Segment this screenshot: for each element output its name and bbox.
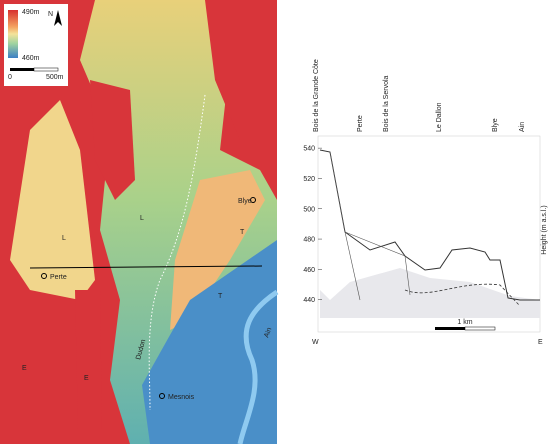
y-tick-label: 440 — [303, 297, 315, 304]
scale-bar — [33, 67, 59, 72]
km-bar — [435, 327, 465, 330]
map-label: Perte — [50, 274, 67, 281]
map-label: T — [240, 229, 245, 236]
west: W — [312, 339, 319, 346]
scale-end: 500m — [46, 74, 64, 81]
km-bar — [464, 326, 496, 331]
map-label: T — [218, 293, 223, 300]
y-tick-label: 500 — [303, 206, 315, 213]
y-tick-label: 460 — [303, 267, 315, 274]
section-top-label: Perte — [357, 115, 364, 132]
valley — [10, 100, 95, 300]
deposit — [320, 268, 540, 318]
section-top-label: Le Dallon — [436, 102, 443, 132]
profile — [319, 149, 540, 301]
map: 490m 460m N 0 500m — [0, 0, 279, 444]
scale-start: 0 — [8, 74, 12, 81]
section-top-label: Bois de la Servola — [383, 75, 390, 132]
map-label: Blye — [238, 198, 252, 205]
map-label: E — [84, 375, 89, 382]
east: E — [538, 339, 543, 346]
river — [237, 289, 279, 444]
section-line — [29, 265, 263, 269]
place — [250, 197, 256, 203]
frame — [317, 135, 541, 333]
scale-bar — [10, 68, 34, 71]
strata — [329, 151, 411, 301]
section-top-label: Blye — [492, 118, 499, 132]
map-label: L — [140, 215, 144, 222]
legend-top: 490m — [22, 9, 40, 16]
north-arrow — [54, 10, 62, 26]
section-top-label: Bois de la Grande Côte — [313, 59, 320, 132]
terrace — [170, 170, 265, 330]
y-tick-label: 520 — [303, 176, 315, 183]
ridge — [205, 0, 277, 140]
map-label: Ain — [263, 327, 273, 339]
ridge — [90, 80, 135, 200]
legend-bar — [8, 10, 18, 58]
y-tick-label: 540 — [303, 146, 315, 153]
floodplain — [142, 240, 277, 444]
north: N — [48, 11, 53, 18]
section-top-label: Ain — [519, 122, 526, 132]
map-label: L — [62, 235, 66, 242]
ridge — [75, 290, 102, 430]
map-label: E — [22, 365, 27, 372]
legend-bottom: 460m — [22, 55, 40, 62]
bedrock — [404, 283, 521, 307]
cross-section — [317, 135, 541, 333]
y-axis-label: Height (m a.s.l.) — [541, 205, 548, 254]
km-label: 1 km — [457, 319, 472, 326]
y-tick-label: 480 — [303, 237, 315, 244]
map-label: Mesnois — [168, 394, 195, 401]
place — [159, 393, 165, 399]
place — [41, 273, 47, 279]
